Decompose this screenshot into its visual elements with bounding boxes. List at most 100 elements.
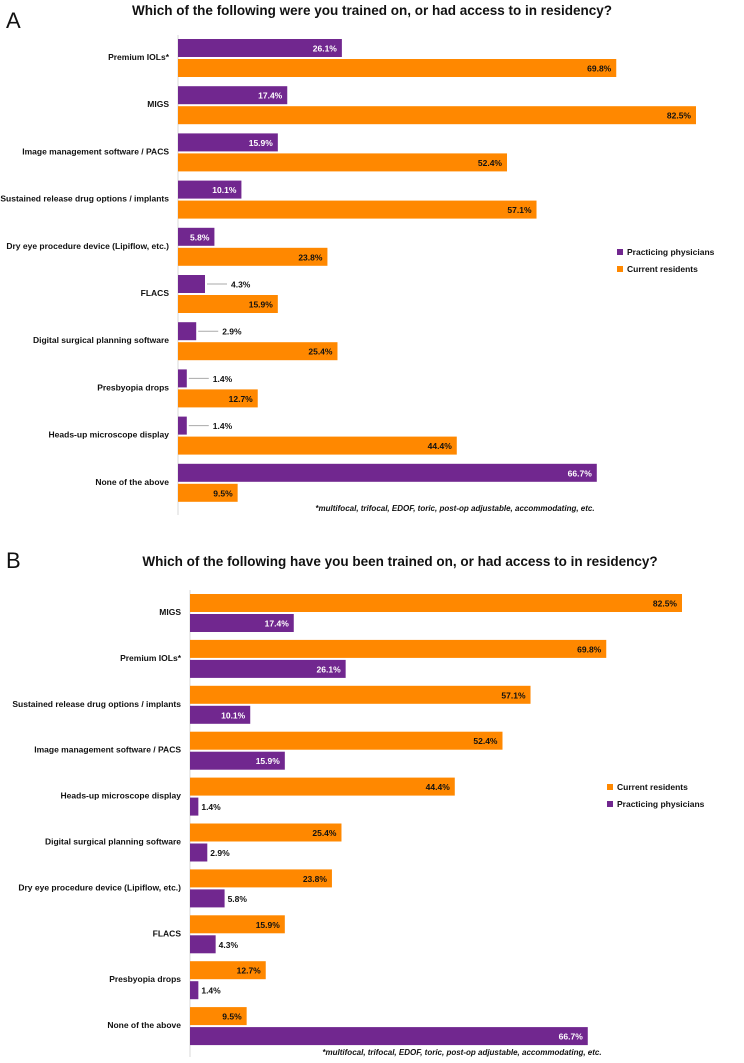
category-label: Dry eye procedure device (Lipiflow, etc.… xyxy=(6,241,169,251)
bar-practicing xyxy=(190,843,208,862)
bar-residents xyxy=(190,869,332,888)
category-label: Heads-up microscope display xyxy=(49,430,170,440)
data-label: 2.9% xyxy=(222,327,242,337)
data-label: 1.4% xyxy=(201,986,221,996)
chart-title: Which of the following have you been tra… xyxy=(142,554,657,569)
category-label: Premium IOLs* xyxy=(108,52,170,62)
data-label: 15.9% xyxy=(256,920,281,930)
category-label: MIGS xyxy=(147,99,169,109)
bar-practicing xyxy=(178,463,597,482)
bar-residents xyxy=(178,59,617,77)
data-label: 69.8% xyxy=(577,644,602,654)
category-label: Dry eye procedure device (Lipiflow, etc.… xyxy=(18,882,181,892)
bar-residents xyxy=(178,342,338,361)
bar-practicing xyxy=(178,416,187,435)
bar-practicing xyxy=(190,614,294,632)
bar-practicing xyxy=(190,751,285,770)
bar-practicing xyxy=(178,227,215,246)
data-label: 2.9% xyxy=(210,848,230,858)
data-label: 66.7% xyxy=(568,468,593,478)
data-label: 15.9% xyxy=(249,300,274,310)
bar-residents xyxy=(190,594,682,612)
data-label: 82.5% xyxy=(667,111,692,121)
bar-practicing xyxy=(190,1027,588,1046)
bar-residents xyxy=(178,483,238,502)
data-label: 57.1% xyxy=(507,205,532,215)
bar-residents xyxy=(190,777,455,796)
bar-residents xyxy=(178,436,457,455)
bar-residents xyxy=(178,389,258,408)
footnote: *multifocal, trifocal, EDOF, toric, post… xyxy=(315,504,594,513)
category-label: Sustained release drug options / implant… xyxy=(12,699,181,709)
data-label: 25.4% xyxy=(312,828,337,838)
category-label: Digital surgical planning software xyxy=(33,335,169,345)
data-label: 12.7% xyxy=(229,394,254,404)
bar-residents xyxy=(190,685,531,704)
data-label: 12.7% xyxy=(237,966,262,976)
footnote: *multifocal, trifocal, EDOF, toric, post… xyxy=(322,1048,601,1057)
data-label: 44.4% xyxy=(426,782,451,792)
bar-residents xyxy=(178,106,696,125)
bar-practicing xyxy=(178,133,278,152)
data-label: 82.5% xyxy=(653,599,678,609)
data-label: 4.3% xyxy=(219,940,239,950)
data-label: 1.4% xyxy=(201,802,221,812)
legend-swatch-practicing xyxy=(607,801,613,807)
category-label: Image management software / PACS xyxy=(22,146,169,156)
data-label: 44.4% xyxy=(428,441,453,451)
panel-label: B xyxy=(6,548,21,573)
data-label: 52.4% xyxy=(473,736,498,746)
bar-practicing xyxy=(178,86,288,105)
chart-title: Which of the following were you trained … xyxy=(132,3,612,18)
data-label: 4.3% xyxy=(231,280,251,290)
bar-residents xyxy=(190,639,607,658)
legend-label: Current residents xyxy=(617,782,688,792)
data-label: 9.5% xyxy=(213,488,233,498)
legend-label: Practicing physicians xyxy=(617,799,705,809)
bar-residents xyxy=(190,823,342,842)
bar-practicing xyxy=(190,981,199,1000)
data-label: 9.5% xyxy=(222,1012,242,1022)
data-label: 5.8% xyxy=(228,894,248,904)
bar-practicing xyxy=(190,797,199,816)
legend-label: Practicing physicians xyxy=(627,247,715,257)
data-label: 5.8% xyxy=(190,232,210,242)
category-label: MIGS xyxy=(159,607,181,617)
data-label: 26.1% xyxy=(313,44,338,54)
legend-swatch-residents xyxy=(617,266,623,272)
panel-label: A xyxy=(6,8,21,33)
data-label: 23.8% xyxy=(303,874,328,884)
bar-residents xyxy=(178,247,328,266)
category-label: Presbyopia drops xyxy=(109,974,181,984)
bar-residents xyxy=(178,153,508,172)
data-label: 52.4% xyxy=(478,158,503,168)
legend-swatch-practicing xyxy=(617,249,623,255)
bar-practicing xyxy=(190,705,251,724)
data-label: 15.9% xyxy=(249,138,274,148)
category-label: Presbyopia drops xyxy=(97,382,169,392)
bar-practicing xyxy=(190,889,225,908)
data-label: 25.4% xyxy=(308,347,333,357)
data-label: 66.7% xyxy=(559,1032,584,1042)
bar-residents xyxy=(190,731,503,750)
category-label: FLACS xyxy=(153,928,182,938)
bar-residents xyxy=(190,961,266,980)
data-label: 57.1% xyxy=(501,690,526,700)
bar-residents xyxy=(190,1007,247,1026)
data-label: 10.1% xyxy=(212,185,237,195)
bar-practicing xyxy=(178,369,187,388)
category-label: Image management software / PACS xyxy=(34,745,181,755)
bar-residents xyxy=(178,200,537,219)
category-label: Heads-up microscope display xyxy=(61,791,182,801)
bar-residents xyxy=(190,915,285,934)
category-label: Premium IOLs* xyxy=(120,653,182,663)
data-label: 10.1% xyxy=(221,710,246,720)
bar-practicing xyxy=(178,180,242,199)
data-label: 26.1% xyxy=(317,664,342,674)
category-label: Digital surgical planning software xyxy=(45,837,181,847)
bar-residents xyxy=(178,295,278,313)
bar-practicing xyxy=(190,659,346,678)
category-label: None of the above xyxy=(107,1020,181,1030)
bar-practicing xyxy=(178,39,342,57)
